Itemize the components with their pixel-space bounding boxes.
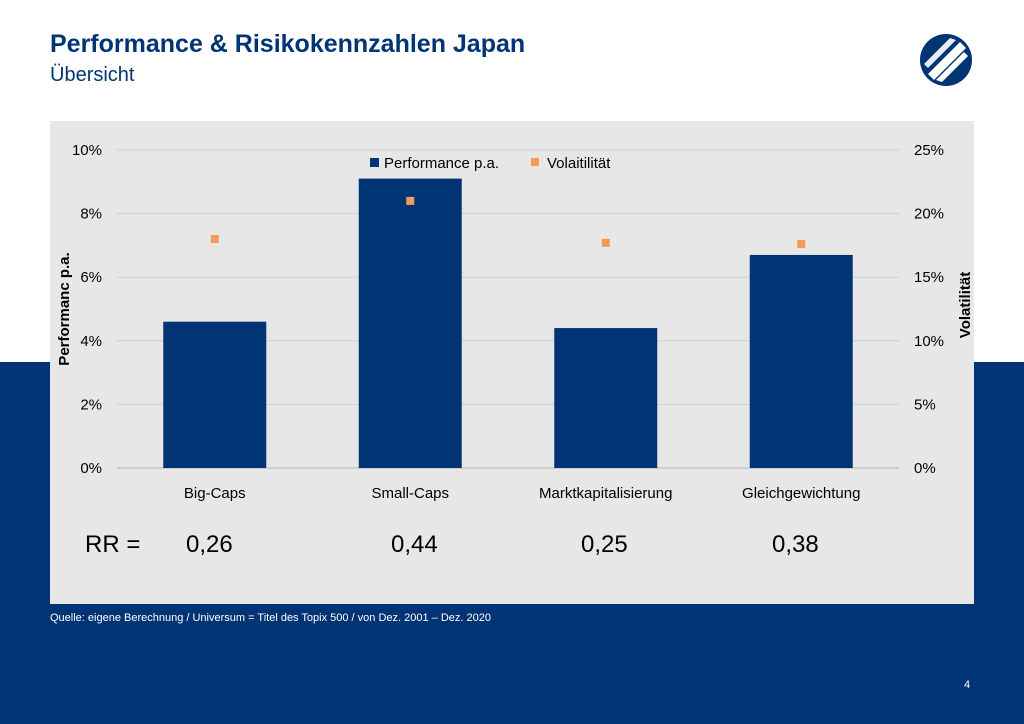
y-right-tick-label: 15% xyxy=(914,269,944,286)
legend: Performance p.a. Volaitilität xyxy=(370,155,611,172)
marker-volatility xyxy=(406,196,415,205)
y-left-tick-label: 4% xyxy=(80,333,102,350)
bar-performance xyxy=(163,321,267,468)
legend-label-performance: Performance p.a. xyxy=(384,155,499,172)
page-title: Performance & Risikokennzahlen Japan xyxy=(50,30,526,58)
chart-panel: 0% 0% 2% 5% 4% 10% 6% 15% 8% 20% 10% 25% Big-Caps Sma… xyxy=(50,121,974,604)
x-category-label: Marktkapitalisierung xyxy=(539,485,672,502)
bars-layer xyxy=(163,178,853,468)
rr-value-gleichgewichtung: 0,38 xyxy=(772,531,819,558)
y-right-tick-label: 20% xyxy=(914,206,944,223)
y-left-tick-label: 10% xyxy=(72,142,102,159)
bar-performance xyxy=(358,178,462,468)
legend-label-volatility: Volaitilität xyxy=(547,155,611,172)
performance-volatility-chart: 0% 0% 2% 5% 4% 10% 6% 15% 8% 20% 10% 25% Big-Caps Sma… xyxy=(56,142,974,502)
legend-swatch-performance xyxy=(370,158,379,167)
markers-layer xyxy=(210,196,806,249)
y-right-tick-label: 0% xyxy=(914,460,936,477)
bar-performance xyxy=(749,254,853,468)
company-logo-icon xyxy=(920,34,972,86)
rr-value-big-caps: 0,26 xyxy=(186,531,233,558)
y-left-tick-label: 0% xyxy=(80,460,102,477)
rr-label: RR = xyxy=(85,531,141,558)
legend-swatch-volatility xyxy=(531,158,539,166)
y-left-tick-label: 8% xyxy=(80,206,102,223)
marker-volatility xyxy=(797,240,806,249)
y-left-tick-label: 2% xyxy=(80,396,102,413)
x-category-label: Small-Caps xyxy=(371,485,449,502)
y-axis-left-label: Performanc p.a. xyxy=(56,252,73,365)
rr-value-small-caps: 0,44 xyxy=(391,531,438,558)
x-category-label: Big-Caps xyxy=(184,485,246,502)
bar-performance xyxy=(554,328,658,468)
y-left-tick-label: 6% xyxy=(80,269,102,286)
y-right-tick-label: 25% xyxy=(914,142,944,159)
marker-volatility xyxy=(210,235,219,244)
axes-layer: 0% 0% 2% 5% 4% 10% 6% 15% 8% 20% 10% 25% Big-Caps Sma… xyxy=(72,142,944,502)
y-right-tick-label: 5% xyxy=(914,396,936,413)
y-axis-right-label: Volatilität xyxy=(957,272,974,338)
rr-value-marktkapitalisierung: 0,25 xyxy=(581,531,628,558)
page-subtitle: Übersicht xyxy=(50,64,135,86)
x-category-label: Gleichgewichtung xyxy=(742,485,860,502)
source-note: Quelle: eigene Berechnung / Universum = … xyxy=(50,612,491,624)
y-right-tick-label: 10% xyxy=(914,333,944,350)
marker-volatility xyxy=(601,238,610,247)
page-number: 4 xyxy=(964,679,971,691)
